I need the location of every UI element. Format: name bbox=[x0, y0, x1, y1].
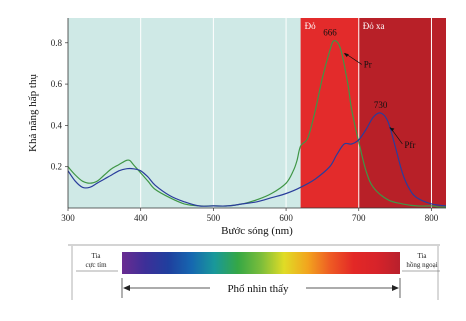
x-tick-label-500: 500 bbox=[207, 213, 221, 223]
pointer-pr-head bbox=[343, 53, 349, 58]
peak-label-pfr: 730 bbox=[374, 100, 388, 110]
series-group bbox=[68, 40, 446, 208]
series-line-pfr bbox=[68, 112, 446, 207]
grid-lines bbox=[140, 18, 432, 208]
uv-label-line1: Tia bbox=[91, 252, 101, 260]
pointer-pfr-head bbox=[389, 127, 395, 132]
series-line-pr bbox=[68, 40, 446, 208]
ir-label-line1: Tia bbox=[417, 252, 427, 260]
wavelength-bands: Đỏ Đỏ xa bbox=[300, 18, 446, 208]
band-label-red: Đỏ bbox=[305, 21, 316, 31]
y-tick-label-0.4: 0.4 bbox=[51, 120, 63, 130]
band-far-red bbox=[358, 18, 446, 208]
band-label-far-red: Đỏ xa bbox=[363, 21, 385, 31]
x-tick-label-800: 800 bbox=[425, 213, 439, 223]
x-tick-label-400: 400 bbox=[134, 213, 148, 223]
peak-label-pr: 666 bbox=[323, 28, 337, 38]
visible-range-arrowhead-right bbox=[392, 285, 399, 291]
visible-spectrum-label: Phổ nhìn thấy bbox=[227, 283, 289, 295]
y-tick-label-0.6: 0.6 bbox=[51, 79, 63, 89]
series-label-pr: Pr bbox=[364, 59, 372, 69]
x-tick-label-300: 300 bbox=[61, 213, 75, 223]
x-axis-label: Bước sóng (nm) bbox=[221, 225, 293, 237]
ir-label-line2: hồng ngoại bbox=[406, 261, 437, 269]
band-red bbox=[300, 18, 359, 208]
series-label-pfr: Pfr bbox=[404, 140, 415, 150]
visible-spectrum-bar bbox=[122, 252, 400, 274]
y-tick-label-0.8: 0.8 bbox=[51, 38, 63, 48]
x-tick-label-700: 700 bbox=[352, 213, 366, 223]
annotation-group: 666 Pr 730 Pfr bbox=[323, 28, 415, 150]
x-tick-label-600: 600 bbox=[279, 213, 293, 223]
y-axis-label: Khả năng hấp thụ bbox=[27, 74, 39, 152]
x-tick-labels: 300 400 500 600 700 800 bbox=[61, 208, 439, 223]
y-tick-labels: 0.2 0.4 0.6 0.8 bbox=[51, 38, 68, 172]
y-tick-label-0.2: 0.2 bbox=[51, 162, 62, 172]
uv-label-line2: cực tím bbox=[85, 261, 107, 269]
visible-range-arrowhead-left bbox=[123, 285, 130, 291]
